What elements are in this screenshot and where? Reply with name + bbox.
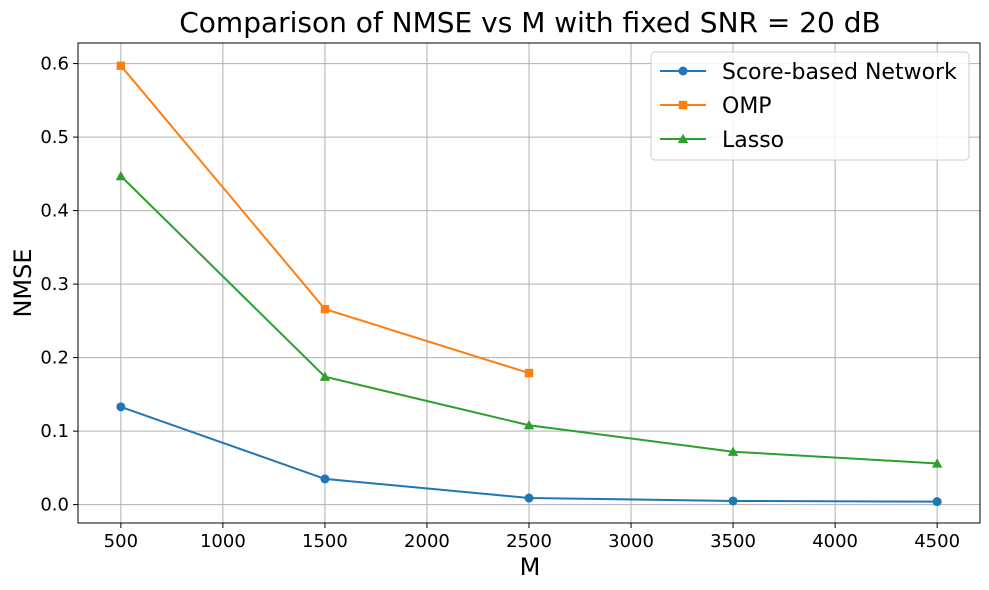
x-tick-label: 2500 [506, 531, 552, 552]
legend-label-omp: OMP [722, 94, 772, 119]
x-tick-label: 4500 [914, 531, 960, 552]
x-axis-title: M [520, 553, 541, 581]
data-point-score-based-network [524, 493, 534, 503]
x-tick-label: 1000 [200, 531, 246, 552]
x-tick-label: 3000 [608, 531, 654, 552]
y-tick-label: 0.0 [40, 495, 69, 516]
chart-title: Comparison of NMSE vs M with fixed SNR =… [179, 6, 881, 39]
data-point-lasso [319, 371, 331, 381]
data-point-lasso [523, 420, 535, 430]
data-point-lasso [931, 458, 943, 468]
series-layer [115, 61, 943, 507]
y-tick-label: 0.5 [40, 127, 69, 148]
series-omp [116, 61, 534, 378]
legend-label-score-based-network: Score-based Network [722, 60, 957, 85]
legend-box [650, 51, 970, 161]
x-tick-label: 4000 [812, 531, 858, 552]
data-point-omp [320, 304, 330, 314]
data-point-omp [524, 368, 534, 378]
data-point-score-based-network [932, 497, 942, 507]
data-point-lasso [727, 446, 739, 456]
x-tick-label: 2000 [404, 531, 450, 552]
data-point-score-based-network [728, 496, 738, 506]
x-tick-label: 3500 [710, 531, 756, 552]
y-tick-label: 0.3 [40, 274, 69, 295]
x-tick-label: 1500 [302, 531, 348, 552]
x-tick-label: 500 [104, 531, 138, 552]
legend: Score-based Network OMP Lasso [650, 51, 970, 161]
legend-marker-lasso [677, 133, 689, 144]
series-score-based-network [116, 402, 942, 507]
y-tick-label: 0.1 [40, 421, 69, 442]
y-tick-label: 0.4 [40, 201, 69, 222]
y-tick-label: 0.6 [40, 54, 69, 75]
data-point-score-based-network [320, 474, 330, 484]
legend-label-lasso: Lasso [722, 128, 784, 153]
data-point-score-based-network [116, 402, 126, 412]
data-point-lasso [115, 170, 127, 181]
data-point-omp [116, 61, 126, 70]
y-tick-label: 0.2 [40, 348, 69, 369]
ticks-layer: 500 1000 1500 2000 2500 3000 3500 4000 4500 0.0 0.… [40, 54, 960, 552]
legend-marker-omp [678, 100, 688, 110]
y-axis-title: NMSE [9, 248, 37, 317]
series-lasso [115, 170, 943, 468]
legend-marker-score-based-network [678, 66, 688, 76]
